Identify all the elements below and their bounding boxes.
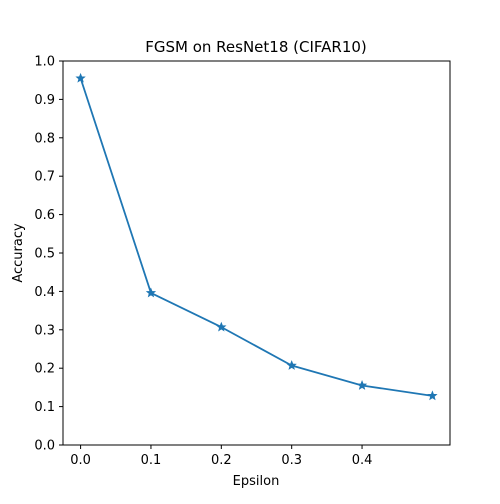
y-tick-label: 0.5: [34, 247, 55, 262]
x-tick-label: 0.0: [70, 453, 91, 468]
series-layer: [75, 72, 438, 401]
x-tick-label: 0.4: [352, 453, 373, 468]
x-axis-label: Epsilon: [233, 474, 280, 489]
data-point-marker: [75, 72, 86, 83]
chart-title: FGSM on ResNet18 (CIFAR10): [145, 38, 367, 56]
y-tick-label: 0.7: [34, 170, 55, 185]
data-point-marker: [356, 380, 368, 390]
y-tick-label: 1.0: [34, 55, 55, 70]
x-tick-label: 0.2: [211, 453, 232, 468]
y-axis-label: Accuracy: [11, 223, 26, 283]
data-point-marker: [286, 360, 297, 370]
plot-frame: [62, 60, 451, 446]
y-tick-label: 0.4: [34, 285, 55, 300]
data-point-marker: [145, 287, 157, 298]
data-point-marker: [427, 390, 438, 401]
x-tick-label: 0.1: [141, 453, 162, 468]
y-tick-label: 0.9: [34, 93, 55, 108]
x-tick-label: 0.3: [281, 453, 302, 468]
axis-ticks: 0.0 0.1 0.2 0.3 0.4 0.0 0.1 0.2 0.3 0.4 0.5 0.6 0.7 0…: [34, 55, 372, 469]
y-tick-label: 0.2: [34, 362, 55, 377]
y-tick-label: 0.0: [34, 439, 55, 454]
y-tick-label: 0.6: [34, 208, 55, 223]
y-tick-label: 0.1: [34, 400, 55, 415]
y-tick-label: 0.8: [34, 131, 55, 146]
data-point-marker: [216, 321, 227, 332]
y-tick-label: 0.3: [34, 323, 55, 338]
series-line: [79, 77, 433, 397]
